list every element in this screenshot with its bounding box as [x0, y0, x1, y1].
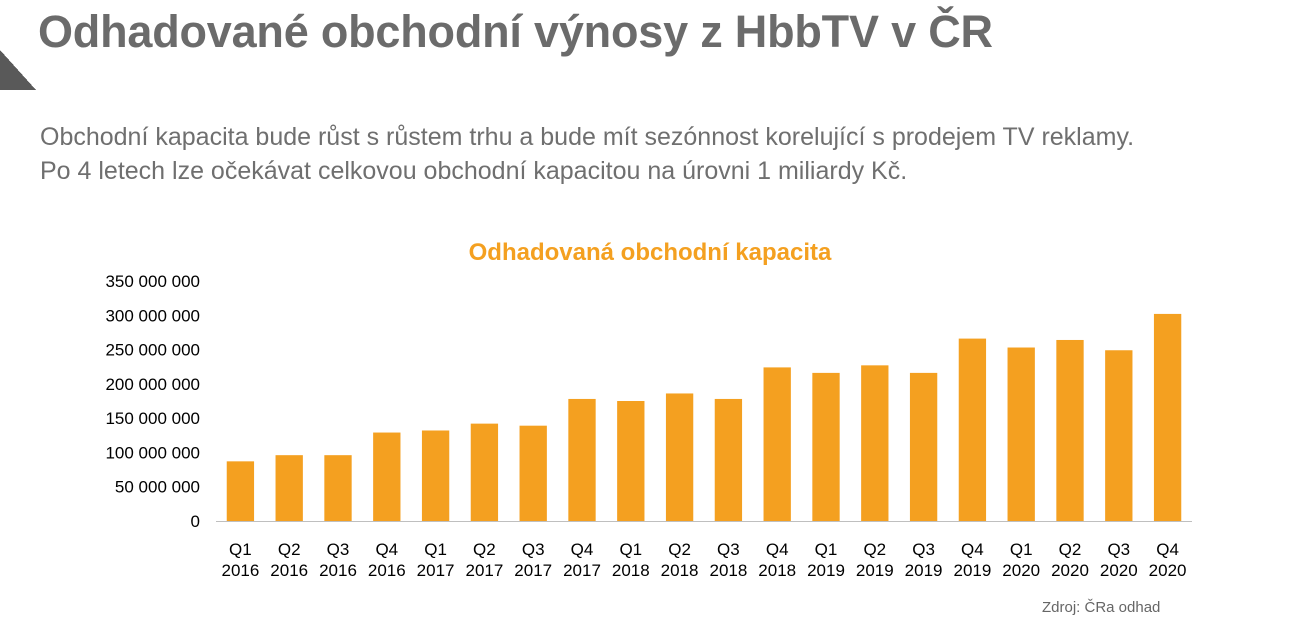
- bar: [763, 367, 791, 521]
- x-tick-label-year: 2017: [514, 561, 552, 580]
- bar: [1153, 313, 1182, 521]
- bar: [373, 432, 401, 521]
- bar: [1007, 347, 1035, 521]
- source-note: Zdroj: ČRa odhad: [1042, 599, 1161, 616]
- bar: [909, 372, 938, 521]
- x-tick-label-year: 2020: [1149, 561, 1187, 580]
- x-tick-label-quarter: Q2: [473, 540, 496, 559]
- x-tick-label-quarter: Q4: [375, 540, 398, 559]
- x-tick-label-year: 2016: [368, 561, 406, 580]
- x-tick-label-year: 2016: [270, 561, 308, 580]
- x-tick-label-year: 2019: [856, 561, 894, 580]
- x-tick-label-year: 2018: [709, 561, 747, 580]
- x-tick-label-year: 2017: [465, 561, 503, 580]
- corner-decoration: [0, 50, 36, 90]
- subtitle-line-2: Po 4 letech lze očekávat celkovou obchod…: [40, 157, 908, 185]
- x-tick-label-year: 2020: [1002, 561, 1040, 580]
- x-tick-label-quarter: Q3: [1107, 540, 1130, 559]
- x-tick-label-quarter: Q4: [766, 540, 789, 559]
- bar: [617, 401, 645, 521]
- bar: [665, 393, 694, 521]
- y-tick-label: 50 000 000: [115, 478, 200, 497]
- bar: [861, 365, 889, 521]
- chart-title: Odhadovaná obchodní kapacita: [468, 239, 832, 266]
- bar: [812, 372, 840, 521]
- x-tick-label-quarter: Q3: [717, 540, 740, 559]
- x-tick-label-year: 2020: [1051, 561, 1089, 580]
- y-tick-label: 200 000 000: [105, 375, 200, 394]
- x-tick-label-year: 2019: [905, 561, 943, 580]
- bar: [568, 398, 596, 521]
- x-tick-label-quarter: Q1: [815, 540, 838, 559]
- bar: [519, 425, 547, 521]
- x-tick-label-quarter: Q4: [1156, 540, 1179, 559]
- x-tick-label-year: 2018: [758, 561, 796, 580]
- x-tick-label-year: 2017: [563, 561, 601, 580]
- bar: [275, 455, 303, 521]
- x-tick-label-quarter: Q4: [571, 540, 594, 559]
- x-tick-label-quarter: Q3: [912, 540, 935, 559]
- y-tick-label: 350 000 000: [105, 272, 200, 291]
- x-tick-label-quarter: Q4: [961, 540, 984, 559]
- x-tick-label-quarter: Q2: [278, 540, 301, 559]
- bar: [1105, 350, 1133, 521]
- x-tick-label-year: 2020: [1100, 561, 1138, 580]
- x-tick-label-quarter: Q3: [522, 540, 545, 559]
- x-tick-label-quarter: Q3: [327, 540, 350, 559]
- x-tick-label-year: 2017: [417, 561, 455, 580]
- x-tick-label-quarter: Q1: [1010, 540, 1033, 559]
- x-tick-label-year: 2018: [612, 561, 650, 580]
- x-tick-label-quarter: Q2: [863, 540, 886, 559]
- bar: [958, 338, 987, 521]
- subtitle-line-1: Obchodní kapacita bude růst s růstem trh…: [40, 123, 1135, 151]
- x-tick-label-quarter: Q1: [424, 540, 447, 559]
- subtitle: Obchodní kapacita bude růst s růstem trh…: [40, 120, 1285, 188]
- page-title: Odhadované obchodní výnosy z HbbTV v ČR: [38, 6, 993, 57]
- x-tick-label-year: 2018: [661, 561, 699, 580]
- bar: [1056, 339, 1084, 521]
- y-tick-label: 150 000 000: [105, 409, 200, 428]
- x-tick-label-quarter: Q1: [229, 540, 252, 559]
- bar: [470, 423, 499, 521]
- bar: [714, 398, 743, 521]
- bar: [324, 455, 352, 521]
- bar: [421, 430, 450, 521]
- x-tick-label-year: 2019: [807, 561, 845, 580]
- x-tick-label-year: 2016: [319, 561, 357, 580]
- x-tick-label-year: 2016: [221, 561, 259, 580]
- y-tick-label: 100 000 000: [105, 443, 200, 462]
- x-tick-label-quarter: Q2: [1059, 540, 1082, 559]
- bar: [226, 461, 255, 521]
- x-tick-label-quarter: Q2: [668, 540, 691, 559]
- y-tick-label: 250 000 000: [105, 341, 200, 360]
- y-tick-label: 300 000 000: [105, 306, 200, 325]
- x-tick-label-year: 2019: [953, 561, 991, 580]
- y-tick-label: 0: [191, 512, 200, 531]
- x-tick-label-quarter: Q1: [619, 540, 642, 559]
